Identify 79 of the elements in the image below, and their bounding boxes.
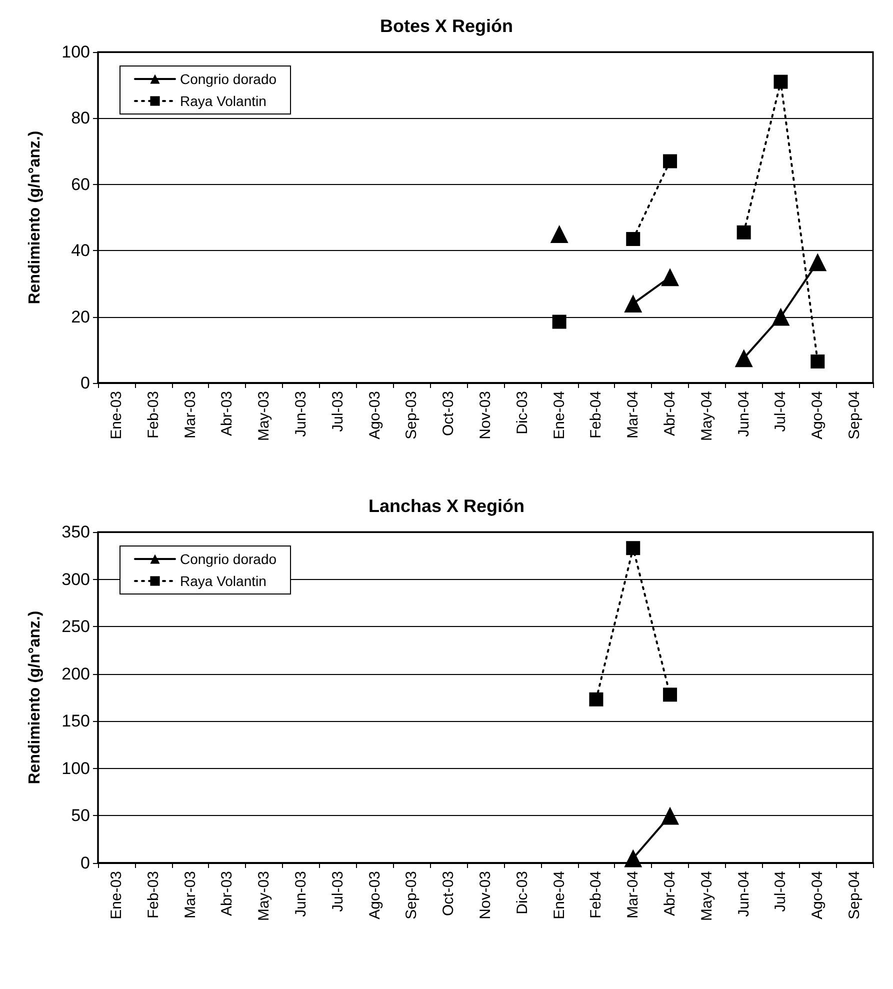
point — [774, 74, 788, 89]
point — [550, 225, 568, 244]
point — [626, 232, 640, 246]
x-tick-label: Jun-04 — [735, 871, 752, 917]
point — [734, 349, 753, 368]
x-tick-label: Jun-03 — [292, 391, 310, 437]
x-tick-label: Feb-03 — [144, 391, 162, 439]
y-tick-label: 200 — [62, 664, 90, 684]
x-tick-label: Ago-03 — [366, 871, 384, 920]
y-axis-title: Rendimiento (g/n°anz.) — [26, 610, 44, 784]
y-tick-label: 100 — [62, 42, 90, 62]
point — [624, 294, 642, 313]
x-tick-label: Abr-03 — [218, 871, 236, 916]
legend-label: Raya Volantin — [180, 93, 266, 109]
x-tick-label: Jun-04 — [735, 391, 752, 437]
y-axis-title: Rendimiento (g/n°anz.) — [26, 130, 44, 304]
x-tick-label: Feb-03 — [144, 871, 162, 919]
x-tick-label: Nov-03 — [477, 391, 494, 440]
y-tick-label: 0 — [80, 854, 90, 872]
x-tick-label: Sep-03 — [403, 871, 420, 920]
y-tick-label: 80 — [71, 108, 90, 128]
y-tick-label: 350 — [62, 522, 90, 542]
x-tick-label: Mar-03 — [182, 391, 199, 439]
x-tick-label: Feb-04 — [588, 871, 605, 919]
x-tick-label: Ago-04 — [809, 391, 826, 440]
x-tick-label: Ago-03 — [366, 391, 384, 440]
y-tick-label: 50 — [71, 806, 90, 826]
x-tick-label: Mar-04 — [624, 871, 642, 919]
x-tick-label: Sep-03 — [403, 391, 420, 440]
x-tick-label: Ene-04 — [550, 391, 568, 440]
chart-title: Botes X Región — [380, 16, 514, 36]
x-tick-label: May-03 — [256, 871, 273, 922]
x-tick-label: May-03 — [256, 391, 273, 442]
x-tick-label: Nov-03 — [477, 871, 494, 920]
x-tick-label: Jun-03 — [292, 871, 310, 917]
y-tick-label: 300 — [62, 570, 90, 589]
x-tick-label: Dic-03 — [514, 391, 531, 434]
point — [736, 225, 751, 240]
y-tick-label: 150 — [62, 712, 90, 731]
x-tick-label: Jul-04 — [772, 871, 790, 912]
point — [589, 692, 604, 706]
y-tick-label: 250 — [62, 617, 90, 636]
point — [663, 154, 678, 168]
x-tick-label: May-04 — [698, 391, 716, 442]
x-tick-label: May-04 — [698, 871, 716, 922]
x-tick-label: Dic-03 — [514, 871, 531, 914]
legend-label: Raya Volantin — [180, 573, 266, 589]
x-tick-label: Mar-03 — [182, 871, 199, 919]
x-tick-label: Ene-03 — [108, 871, 125, 920]
point — [808, 253, 827, 272]
legend-label: Congrio dorado — [180, 71, 277, 87]
legend-label: Congrio dorado — [180, 551, 277, 567]
y-tick-label: 60 — [71, 174, 90, 194]
x-tick-label: Ene-03 — [108, 391, 125, 440]
x-tick-label: Sep-04 — [846, 871, 864, 920]
point — [772, 308, 790, 326]
point — [661, 268, 680, 286]
point — [663, 688, 678, 702]
x-tick-label: Oct-03 — [440, 391, 458, 436]
x-tick-label: Abr-04 — [662, 871, 679, 916]
y-tick-label: 0 — [80, 374, 90, 392]
x-tick-label: Ene-04 — [550, 871, 568, 920]
y-tick-label: 100 — [62, 758, 90, 778]
x-tick-label: Feb-04 — [588, 391, 605, 439]
point — [626, 541, 640, 556]
x-tick-label: Abr-03 — [218, 391, 236, 436]
x-tick-label: Jul-03 — [329, 391, 346, 432]
x-tick-label: Abr-04 — [662, 391, 679, 436]
x-tick-label: Sep-04 — [846, 391, 864, 440]
x-tick-label: Oct-03 — [440, 871, 458, 916]
y-tick-label: 20 — [71, 307, 90, 326]
x-tick-label: Jul-03 — [329, 871, 346, 912]
y-tick-label: 40 — [71, 241, 90, 260]
x-tick-label: Jul-04 — [772, 391, 790, 432]
point — [552, 314, 566, 329]
point — [810, 354, 825, 368]
x-tick-label: Ago-04 — [809, 871, 826, 920]
x-tick-label: Mar-04 — [624, 391, 642, 439]
chart-title: Lanchas X Región — [368, 496, 525, 516]
